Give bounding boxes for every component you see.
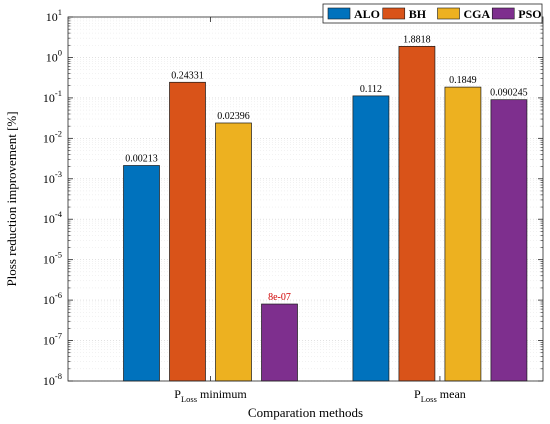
legend-box xyxy=(322,3,543,24)
y-tick-label: 10-2 xyxy=(43,128,62,145)
y-tick-label: 10-8 xyxy=(43,371,62,388)
legend-label-cga: CGA xyxy=(464,7,491,21)
y-tick-label: 10-5 xyxy=(43,250,62,267)
y-axis-label: Ploss reduction improvement [%] xyxy=(4,111,19,286)
bar-value-label: 0.02396 xyxy=(217,111,250,122)
y-tick-label: 10-6 xyxy=(43,290,62,307)
y-tick-label: 10-7 xyxy=(43,331,62,348)
legend-swatch-cga xyxy=(437,7,460,20)
y-tick-label: 101 xyxy=(46,7,62,24)
plot-frame xyxy=(67,16,544,382)
bar-pso xyxy=(261,303,298,382)
bar-value-label: 0.090245 xyxy=(490,88,528,99)
bar-value-labels: 0.00213 0.112 0.24331 1.8818 0.02396 0.1849 8e… xyxy=(125,34,527,303)
x-axis-label: Comparation methods xyxy=(248,405,363,420)
legend-swatch-alo xyxy=(327,7,351,20)
bars xyxy=(123,45,528,382)
bar-pso xyxy=(490,99,528,382)
bar-value-label: 0.1849 xyxy=(449,75,477,86)
y-tick-label: 100 xyxy=(46,47,62,64)
x-tick-label: PLoss minimum xyxy=(174,387,247,404)
legend-label-alo: ALO xyxy=(354,7,380,21)
y-tick-label: 10-1 xyxy=(43,88,62,105)
bar-value-label: 0.24331 xyxy=(171,70,204,81)
legend-label-pso: PSO xyxy=(518,7,541,21)
x-tick-label: PLoss mean xyxy=(414,387,466,404)
legend-label-bh: BH xyxy=(409,7,427,21)
bar-bh xyxy=(169,81,206,382)
bar-cga xyxy=(444,86,482,382)
x-tick-labels: PLoss minimum PLoss mean xyxy=(174,387,466,404)
bar-alo xyxy=(123,165,160,382)
y-tick-labels: 10-8 10-7 10-6 10-5 10-4 10-3 10-2 10-1 100 101 xyxy=(43,7,63,388)
bar-value-label: 0.00213 xyxy=(125,153,158,164)
bar-value-label: 8e-07 xyxy=(268,292,291,303)
bar-value-label: 1.8818 xyxy=(403,34,431,45)
bar-bh xyxy=(398,45,436,382)
bar-cga xyxy=(215,122,252,382)
y-tick-label: 10-3 xyxy=(43,169,62,186)
axis-ticks xyxy=(68,16,543,382)
bar-alo xyxy=(352,95,390,382)
legend-swatch-pso xyxy=(491,7,515,20)
grid-lines xyxy=(68,16,543,382)
y-tick-label: 10-4 xyxy=(43,209,63,226)
bar-value-label: 0.112 xyxy=(360,84,382,95)
legend: ALO BH CGA PSO xyxy=(322,3,543,24)
legend-swatch-bh xyxy=(382,7,406,20)
